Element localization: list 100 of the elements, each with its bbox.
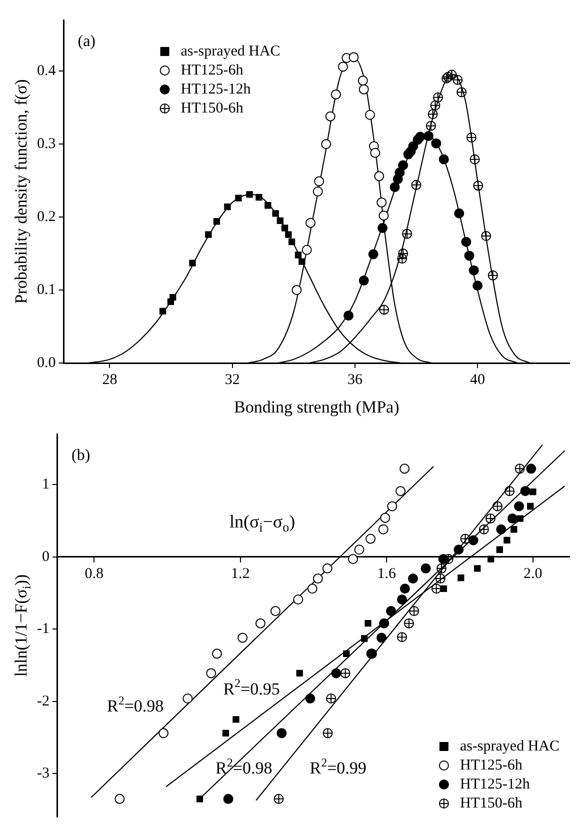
y-tick-label: 0.0 (37, 354, 56, 371)
x-tick-label: 1.2 (230, 566, 250, 582)
point (235, 194, 242, 202)
x-tick-label: 1.6 (377, 566, 397, 582)
point (440, 585, 448, 592)
point (159, 308, 166, 315)
point (189, 260, 196, 266)
point (330, 89, 341, 100)
point (272, 210, 279, 217)
point (212, 648, 222, 659)
x-tick-label: 40 (470, 372, 486, 388)
point (222, 730, 230, 736)
legend-label: HT150-6h (180, 100, 244, 116)
point (340, 668, 350, 678)
point (390, 182, 400, 192)
legend-label: as-sprayed HAC (180, 43, 280, 60)
point (378, 222, 388, 233)
point (182, 693, 193, 704)
point (408, 574, 418, 584)
x-tick-label: 28 (102, 372, 118, 388)
point (206, 668, 216, 678)
point (270, 606, 280, 616)
point (520, 486, 530, 496)
y-tick-label: 1 (42, 476, 50, 493)
point (322, 728, 333, 738)
point (516, 515, 524, 522)
point (364, 110, 375, 120)
point (470, 154, 480, 164)
legend-label: as-sprayed HAC (460, 738, 560, 754)
point (274, 794, 284, 804)
point (264, 202, 272, 209)
y-tick-label: 0.1 (37, 282, 56, 298)
point (527, 502, 534, 510)
point (296, 670, 303, 677)
point (292, 285, 302, 296)
legend-label: HT125-12h (180, 81, 252, 98)
point (294, 252, 302, 258)
point (366, 534, 376, 544)
point (158, 728, 169, 738)
point (379, 618, 390, 628)
point (114, 794, 125, 804)
point (364, 620, 372, 627)
point (378, 524, 388, 534)
point (461, 236, 472, 247)
point (514, 501, 524, 512)
point (361, 635, 368, 642)
y-tick-label: 0 (42, 548, 50, 565)
point (305, 218, 316, 228)
point (358, 76, 368, 86)
point (466, 132, 476, 142)
point (433, 92, 444, 102)
point (530, 488, 536, 496)
point (488, 556, 494, 562)
point (454, 544, 464, 555)
y-tick-label: -1 (36, 621, 50, 638)
point (431, 138, 442, 148)
point (400, 584, 410, 594)
point (424, 131, 434, 142)
point (380, 512, 390, 523)
point (435, 574, 446, 584)
point (368, 249, 378, 260)
point (205, 231, 212, 238)
y-tick-label: -2 (36, 693, 50, 710)
point (456, 87, 467, 98)
point (196, 796, 204, 802)
point (486, 514, 496, 524)
point (321, 139, 332, 150)
point (397, 632, 407, 642)
point (496, 546, 503, 553)
legend-label: HT150-6h (460, 795, 523, 812)
point (376, 632, 387, 643)
x-tick-label: 36 (347, 372, 363, 388)
point (454, 208, 464, 218)
point (312, 574, 323, 584)
point (460, 534, 470, 544)
point (474, 565, 481, 572)
legend-label: HT125-12h (460, 776, 530, 792)
annotation: (b) (71, 447, 90, 464)
point (504, 536, 510, 544)
point (526, 464, 536, 474)
point (354, 544, 364, 555)
point (276, 728, 287, 738)
point (358, 84, 369, 94)
point (488, 270, 498, 280)
point (276, 217, 284, 224)
point (255, 618, 266, 628)
point (322, 563, 332, 574)
point (464, 250, 474, 261)
point (378, 210, 389, 221)
point (398, 160, 408, 170)
point (415, 132, 426, 142)
point (478, 524, 489, 534)
point (344, 310, 354, 321)
point (224, 203, 231, 210)
point (396, 486, 406, 496)
annotation: (a) (78, 33, 96, 50)
legend-label: HT125-6h (180, 62, 244, 78)
point (285, 231, 292, 238)
point (170, 294, 176, 301)
y-tick-label: -3 (36, 766, 50, 782)
